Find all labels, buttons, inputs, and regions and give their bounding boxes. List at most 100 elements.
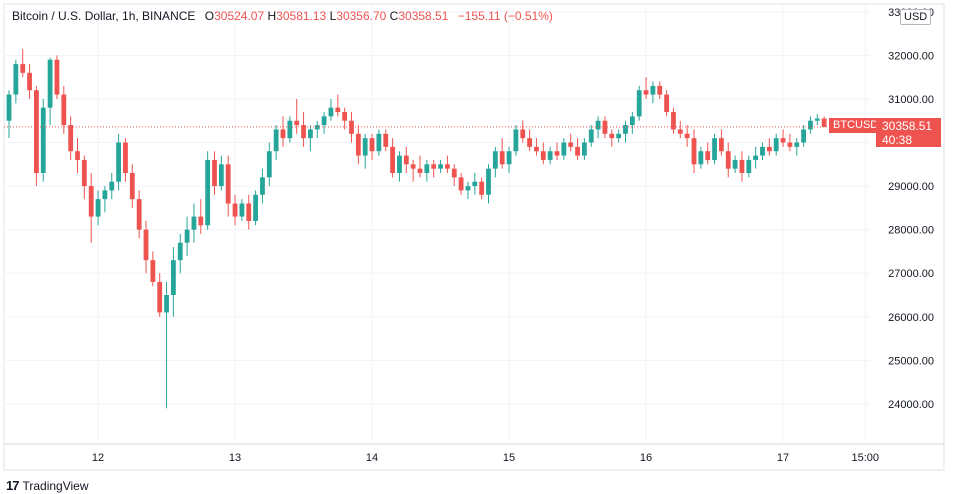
candle-body [808,120,813,130]
close-value: 30358.51 [398,9,449,23]
candle-body [417,168,423,174]
candle-body [780,138,786,143]
candle-body [164,295,169,313]
candle-body [136,199,142,230]
candle-body [369,138,375,152]
candle-body [20,64,26,73]
candle-body [253,194,258,221]
candle-body [47,59,53,108]
candle-body [212,159,217,187]
candle-body [609,133,615,139]
candle-body [575,146,580,156]
candle-body [520,129,526,139]
candle-body [821,118,827,127]
candle-body [623,125,628,134]
candle-body [294,120,300,126]
candle-body [753,155,759,160]
time-tick-label: 16 [640,452,652,464]
footer-branding[interactable]: 17 TradingView [6,478,89,493]
candles-group [6,48,827,409]
time-tick-label: 12 [92,452,104,464]
candle-body [705,151,711,160]
candle-body [246,203,252,221]
candle-body [129,173,135,200]
candle-body [61,94,67,126]
candle-body [458,177,464,191]
candle-body [445,164,450,169]
candle-body [342,112,348,121]
change-value: −155.11 (−0.51%) [457,9,553,23]
candle-body [410,164,416,169]
candle-body [746,159,752,174]
candle-body [218,164,224,187]
candle-body [479,181,485,195]
candle-body [588,129,594,143]
tradingview-logo-icon: 17 [6,478,20,493]
candle-body [465,186,471,191]
candle-body [40,107,46,174]
candle-body [88,186,94,217]
candle-body [260,177,265,195]
candle-body [712,138,717,160]
candle-body [643,90,649,95]
candle-body [725,151,731,169]
candle-body [657,85,663,95]
candle-body [123,142,128,174]
candle-body [547,151,553,160]
price-tick-label: 27000.00 [888,268,934,280]
symbol-legend: Bitcoin / U.S. Dollar, 1h, BINANCE O3052… [12,9,553,23]
candle-body [760,146,765,156]
candle-body [157,281,163,313]
candle-body [308,129,313,139]
candle-body [698,151,704,165]
candle-body [81,159,87,187]
candle-body [321,116,327,126]
candle-body [664,94,669,113]
candle-body [684,133,690,139]
close-label: C [389,9,399,23]
candle-body [486,168,491,195]
candle-body [390,146,395,174]
candle-body [239,203,245,217]
candle-body [314,125,320,130]
price-axis[interactable]: 24000.00 25000.00 26000.00 27000.00 28000.00… [888,7,934,411]
high-label: H [267,9,277,23]
candle-body [636,90,642,117]
candle-body [335,107,341,113]
currency-button[interactable]: USD [900,9,932,25]
candle-body [109,181,115,191]
candle-body [499,151,505,165]
candle-body [554,151,560,156]
candle-body [34,90,39,174]
price-tick-label: 28000.00 [888,225,934,237]
candle-body [191,216,197,230]
symbol-title[interactable]: Bitcoin / U.S. Dollar, 1h, BINANCE [12,9,196,23]
candle-body [177,242,183,261]
time-axis[interactable]: 12 13 14 15 16 17 15:00 [92,452,879,464]
candle-body [506,151,512,165]
candle-body [397,155,402,174]
candle-body [568,142,574,147]
candle-body [225,164,231,204]
candle-body [431,164,437,169]
candle-body [6,94,12,121]
time-tick-label: 14 [366,452,378,464]
candle-body [403,155,409,165]
low-label: L [329,9,337,23]
candle-body [150,260,156,282]
price-tick-label: 26000.00 [888,312,934,324]
high-value: 30581.13 [276,9,327,23]
candle-body [424,164,430,174]
candle-body [677,129,683,134]
candle-body [582,142,587,156]
last-price-badge: 30358.51 40:38 [876,118,941,147]
candle-body [629,116,635,126]
candle-body [102,190,108,200]
grid-lines [4,5,870,444]
candle-body [540,151,546,160]
candle-body [794,142,800,147]
candle-body [787,142,793,147]
chart-border [3,3,945,471]
candle-body [266,151,272,178]
